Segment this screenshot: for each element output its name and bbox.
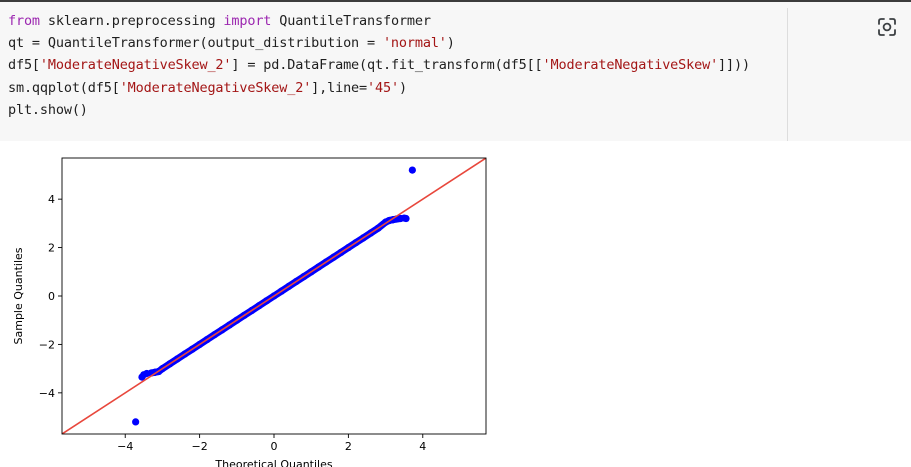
y-axis-label: Sample Quantiles <box>12 247 25 344</box>
code-token: qt = QuantileTransformer(output_distribu… <box>8 35 383 52</box>
code-token: ]])) <box>718 57 750 74</box>
code-line[interactable]: df5['ModerateNegativeSkew_2'] = pd.DataF… <box>8 54 750 76</box>
qq-point <box>408 166 416 174</box>
code-keyword: import <box>223 13 272 29</box>
x-tick-label: 4 <box>419 440 426 453</box>
code-token: ) <box>446 35 455 52</box>
x-tick-label: 0 <box>271 440 278 453</box>
x-tick-label: 2 <box>345 440 352 453</box>
reference-line-45 <box>62 158 486 434</box>
x-axis-label: Theoretical Quantiles <box>214 458 332 467</box>
code-token: QuantileTransformer <box>271 13 431 29</box>
google-lens-button[interactable] <box>872 14 902 44</box>
code-line[interactable]: from sklearn.preprocessing import Quanti… <box>8 10 750 32</box>
code-string: 'ModerateNegativeSkew_2' <box>119 79 312 96</box>
code-line[interactable]: sm.qqplot(df5['ModerateNegativeSkew_2'],… <box>8 77 750 99</box>
code-line[interactable]: qt = QuantileTransformer(output_distribu… <box>8 32 750 54</box>
code-token: ) <box>398 79 407 96</box>
code-token: sklearn.preprocessing <box>39 13 224 29</box>
qq-point <box>132 418 140 426</box>
y-tick-label: 2 <box>48 242 55 255</box>
google-lens-icon <box>877 17 897 41</box>
code-string: '45' <box>367 79 399 96</box>
code-string: 'ModerateNegativeSkew' <box>542 57 719 74</box>
code-token: ] = pd.DataFrame(qt.fit_transform(df5[[ <box>231 57 543 74</box>
code-token: sm.qqplot(df5[ <box>8 79 120 96</box>
code-string: 'ModerateNegativeSkew_2' <box>39 57 232 74</box>
code-string: 'normal' <box>382 35 447 52</box>
code-editor[interactable]: from sklearn.preprocessing import Quanti… <box>8 10 750 121</box>
y-tick-label: 4 <box>48 193 55 206</box>
code-token: plt.show() <box>8 101 88 118</box>
y-tick-label: 0 <box>48 290 55 303</box>
x-tick-label: −2 <box>192 440 208 453</box>
y-tick-label: −4 <box>39 387 55 400</box>
y-tick-label: −2 <box>39 338 55 351</box>
qq-plot: −4 −2 0 2 4 −4 −2 0 2 4 Theoretical Quantiles Sampl… <box>12 157 487 467</box>
code-cell-divider <box>787 8 788 141</box>
code-line[interactable]: plt.show() <box>8 99 750 121</box>
cell-output: −4 −2 0 2 4 −4 −2 0 2 4 Theoretical Quantiles Sampl… <box>0 141 911 467</box>
window-top-edge <box>0 0 911 2</box>
x-tick-label: −4 <box>117 440 133 453</box>
code-cell[interactable]: from sklearn.preprocessing import Quanti… <box>0 2 911 141</box>
code-keyword: from <box>8 13 40 29</box>
code-token: ],line= <box>311 79 368 96</box>
code-token: df5[ <box>8 57 40 74</box>
qq-point <box>402 214 410 223</box>
